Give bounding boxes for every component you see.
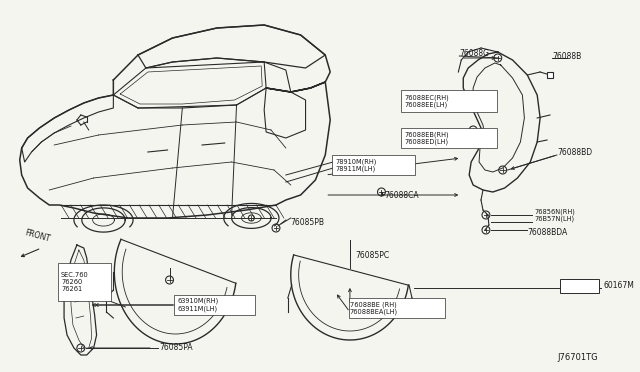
FancyBboxPatch shape: [332, 155, 415, 175]
Text: FRONT: FRONT: [24, 228, 51, 244]
Text: 76088BE (RH)
76088BEA(LH): 76088BE (RH) 76088BEA(LH): [350, 301, 398, 315]
FancyBboxPatch shape: [175, 295, 255, 315]
Text: 76088CA: 76088CA: [385, 190, 419, 199]
FancyBboxPatch shape: [401, 128, 497, 148]
Text: 78910M(RH)
78911M(LH): 78910M(RH) 78911M(LH): [335, 158, 376, 172]
Text: 76088BDA: 76088BDA: [527, 228, 568, 237]
Text: 76088B: 76088B: [552, 51, 581, 61]
Text: 76856N(RH)
76B57N(LH): 76856N(RH) 76B57N(LH): [534, 208, 575, 222]
Text: 76088BD: 76088BD: [557, 148, 592, 157]
Text: 76085PA: 76085PA: [159, 343, 193, 353]
Text: J76701TG: J76701TG: [557, 353, 598, 362]
Text: 76088EC(RH)
76088EE(LH): 76088EC(RH) 76088EE(LH): [404, 94, 449, 108]
Text: 76088G: 76088G: [460, 48, 490, 58]
FancyBboxPatch shape: [401, 90, 497, 112]
Bar: [547, 72, 554, 78]
Text: 76088EB(RH)
76088ED(LH): 76088EB(RH) 76088ED(LH): [404, 131, 449, 145]
FancyBboxPatch shape: [58, 263, 111, 301]
Text: SEC.760
76260
76261: SEC.760 76260 76261: [61, 272, 89, 292]
Text: 60167M: 60167M: [604, 280, 634, 289]
Text: 76085PC: 76085PC: [355, 251, 389, 260]
Text: 76085PB: 76085PB: [291, 218, 324, 227]
Text: 63910M(RH)
63911M(LH): 63910M(RH) 63911M(LH): [177, 298, 219, 312]
FancyBboxPatch shape: [349, 298, 445, 318]
Bar: [560, 279, 599, 293]
